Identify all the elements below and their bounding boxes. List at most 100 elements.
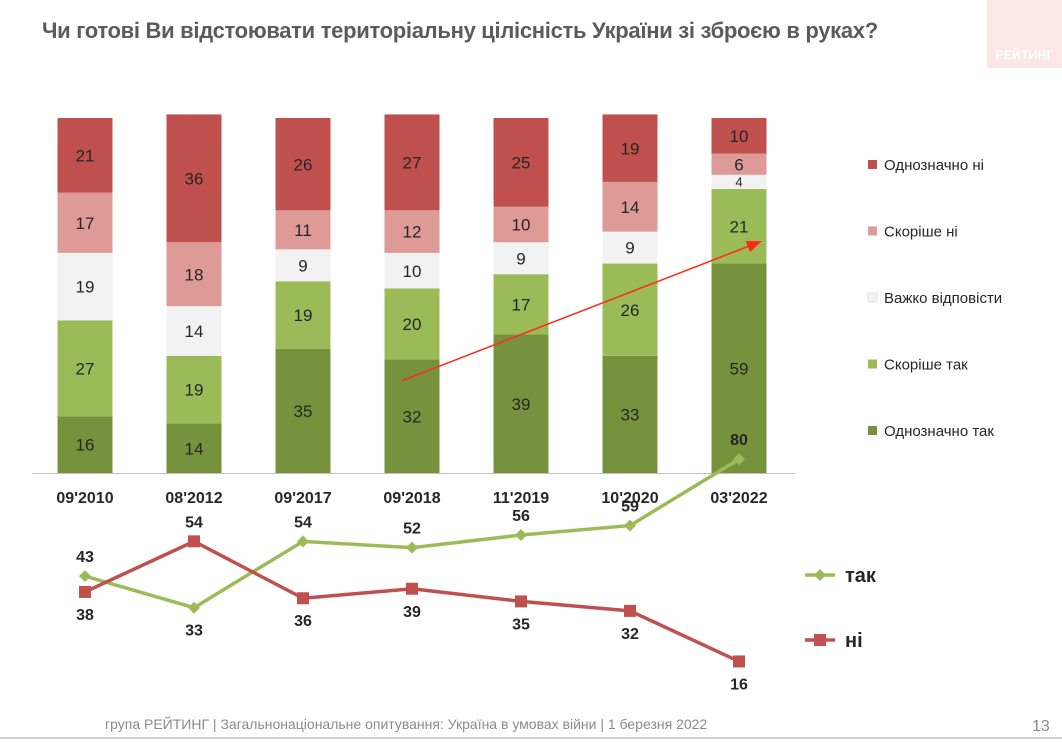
bar-value-label: 10 bbox=[512, 216, 531, 235]
line-point-no bbox=[406, 582, 418, 595]
x-tick-label: 09'2017 bbox=[274, 490, 331, 507]
legend-label: Скоріше так bbox=[884, 357, 968, 374]
bar-value-label: 26 bbox=[621, 301, 640, 320]
bar-value-label: 4 bbox=[735, 175, 742, 190]
x-tick-label: 03'2022 bbox=[710, 490, 767, 507]
bar-value-label: 19 bbox=[294, 306, 313, 325]
line-point-yes bbox=[297, 535, 309, 548]
line-point-no bbox=[624, 604, 636, 617]
bar-segment-важко-відповісти bbox=[57, 252, 113, 321]
x-tick-label: 11'2019 bbox=[493, 490, 549, 507]
bar-segment-однозначно-так bbox=[711, 263, 767, 473]
bar-value-label: 32 bbox=[403, 407, 422, 426]
bar-value-label: 36 bbox=[185, 169, 204, 188]
bar-value-label: 21 bbox=[730, 217, 749, 236]
line-point-no bbox=[733, 655, 745, 668]
bar-segment-скоріше-ні bbox=[166, 242, 222, 307]
line-value-label: 39 bbox=[403, 604, 421, 621]
bar-value-label: 19 bbox=[621, 139, 640, 158]
line-value-label: 54 bbox=[185, 514, 203, 531]
bar-value-label: 9 bbox=[625, 239, 634, 258]
line-point-no bbox=[515, 595, 527, 608]
bottom-divider bbox=[0, 737, 1062, 739]
bar-value-label: 14 bbox=[621, 198, 640, 217]
bar-segment-однозначно-так bbox=[166, 423, 222, 473]
bar-segment-важко-відповісти bbox=[493, 242, 549, 275]
line-legend-marker-no bbox=[814, 634, 826, 646]
bar-value-label: 16 bbox=[76, 436, 95, 455]
line-point-yes bbox=[79, 570, 91, 583]
legend-label: Однозначно ні bbox=[884, 157, 984, 174]
line-value-label: 35 bbox=[512, 616, 530, 633]
bar-value-label: 11 bbox=[294, 221, 312, 240]
bar-value-label: 6 bbox=[734, 155, 743, 174]
bar-value-label: 59 bbox=[730, 359, 749, 378]
bar-segment-однозначно-ні bbox=[602, 114, 658, 182]
brand-logo-text: РЕЙТИНГ bbox=[995, 48, 1054, 62]
x-tick-label: 10'2020 bbox=[601, 490, 658, 507]
trend-arrow bbox=[401, 240, 762, 382]
bar-segment-однозначно-ні bbox=[166, 114, 222, 243]
bar-value-label: 19 bbox=[76, 278, 95, 297]
bar-chart-legend: Однозначно ні Скоріше ні Важко відповісти С… bbox=[867, 157, 1002, 440]
bar-segment-однозначно-ні bbox=[275, 118, 331, 211]
legend-swatch-важко-відповісти bbox=[867, 292, 878, 303]
bar-value-label: 9 bbox=[298, 256, 307, 275]
bar-value-label: 12 bbox=[403, 223, 422, 242]
line-value-label: 54 bbox=[294, 514, 312, 531]
page-title: Чи готові Ви відстоювати територіальну ц… bbox=[42, 18, 878, 43]
bar-segment-скоріше-так bbox=[384, 288, 440, 360]
bar-segment-скоріше-ні bbox=[384, 210, 440, 253]
line-chart-legend: так ні bbox=[805, 565, 877, 652]
legend-swatch-скоріше-так bbox=[868, 359, 877, 369]
footer-source: група РЕЙТИНГ | Загальнонаціональне опит… bbox=[105, 716, 708, 732]
legend-swatch-однозначно-ні bbox=[868, 160, 877, 169]
bar-segment-однозначно-так bbox=[57, 416, 113, 473]
bar-segment-важко-відповісти bbox=[711, 174, 767, 189]
bar-segment-скоріше-ні bbox=[602, 181, 658, 232]
legend-swatch-однозначно-так bbox=[868, 426, 877, 435]
bar-value-label: 14 bbox=[185, 322, 204, 341]
line-value-label: 32 bbox=[621, 626, 639, 643]
bar-value-label: 35 bbox=[294, 402, 313, 421]
legend-label: Однозначно так bbox=[884, 423, 994, 440]
bar-segment-однозначно-ні bbox=[711, 118, 767, 154]
line-value-label: 80 bbox=[730, 432, 748, 449]
bar-segment-однозначно-так bbox=[275, 348, 331, 473]
bar-value-label: 20 bbox=[403, 315, 422, 334]
bar-segment-однозначно-так bbox=[384, 359, 440, 473]
bar-segment-скоріше-так bbox=[493, 274, 549, 335]
bar-value-label: 33 bbox=[621, 406, 640, 425]
x-tick-label: 08'2012 bbox=[165, 490, 222, 507]
bar-value-label: 10 bbox=[730, 127, 749, 146]
line-chart: 43 33 54 52 56 59 80 38 54 36 39 35 32 16 bbox=[76, 432, 748, 693]
line-value-label: 33 bbox=[185, 623, 203, 640]
bar-value-label: 10 bbox=[403, 262, 422, 281]
bar-segment-скоріше-ні bbox=[711, 153, 767, 175]
bar-value-label: 25 bbox=[512, 153, 531, 172]
bar-value-label: 27 bbox=[76, 359, 95, 378]
bar-value-label: 21 bbox=[76, 146, 95, 165]
line-value-label: 56 bbox=[512, 508, 530, 525]
bar-segment-скоріше-так bbox=[166, 355, 222, 424]
line-point-yes bbox=[624, 519, 636, 532]
bar-segment-однозначно-ні bbox=[493, 118, 549, 207]
bar-value-label: 17 bbox=[76, 214, 95, 233]
legend-swatch-скоріше-ні bbox=[868, 226, 877, 236]
bar-value-label: 19 bbox=[185, 381, 204, 400]
bar-value-label: 26 bbox=[294, 155, 313, 174]
line-point-yes bbox=[188, 601, 200, 614]
line-value-label: 16 bbox=[730, 676, 748, 693]
bar-segment-важко-відповісти bbox=[275, 249, 331, 282]
line-point-no bbox=[297, 592, 309, 605]
line-point-yes bbox=[406, 541, 418, 554]
bar-segment-однозначно-ні bbox=[57, 118, 113, 193]
legend-label: Скоріше ні bbox=[884, 224, 958, 241]
legend-label: Важко відповісти bbox=[884, 290, 1002, 307]
line-legend-label: так bbox=[845, 565, 877, 587]
bar-segment-важко-відповісти bbox=[602, 231, 658, 264]
line-value-label: 38 bbox=[76, 607, 94, 624]
page-number: 13 bbox=[1032, 718, 1050, 735]
bar-segment-скоріше-так bbox=[57, 320, 113, 417]
